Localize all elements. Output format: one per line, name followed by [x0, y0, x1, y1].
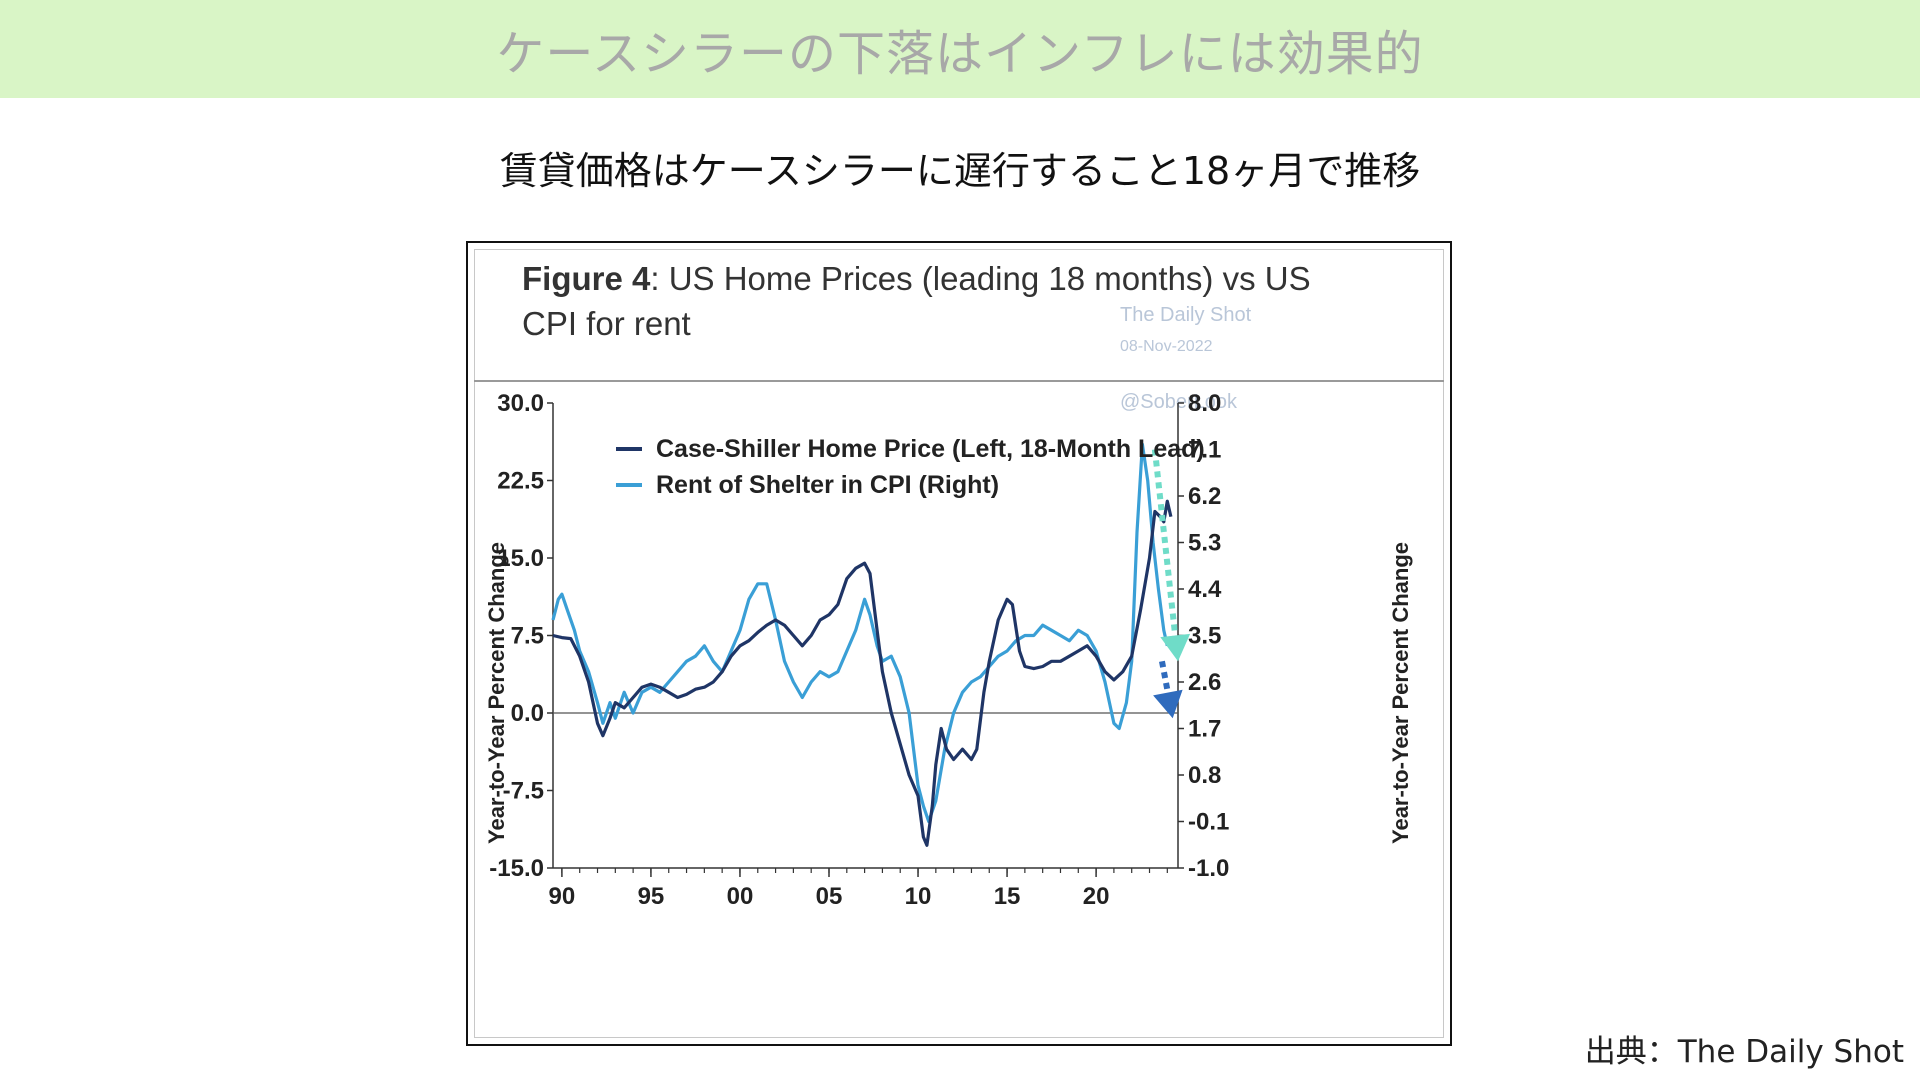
- y-tick-label-left: 30.0: [497, 390, 544, 417]
- y-tick-label-right: 4.4: [1188, 576, 1222, 603]
- x-tick-label: 00: [727, 883, 754, 910]
- chart-title-line1: Figure 4: US Home Prices (leading 18 mon…: [522, 260, 1311, 297]
- y-tick-label-right: 0.8: [1188, 762, 1221, 789]
- series-line-case-shiller: [552, 499, 1173, 847]
- legend: Case-Shiller Home Price (Left, 18-Month …: [616, 435, 1205, 499]
- y-tick-label-right: 7.1: [1188, 437, 1221, 464]
- y-tick-label-left: -7.5: [503, 778, 544, 805]
- x-tick-label: 95: [638, 883, 665, 910]
- slide-subtitle: 賃貸価格はケースシラーに遅行すること18ヶ月で推移: [499, 149, 1421, 193]
- chart-inner-border: [474, 249, 1444, 1038]
- chart-title-rest: : US Home Prices (leading 18 months) vs …: [650, 260, 1310, 297]
- y-tick-label-left: 15.0: [497, 545, 544, 572]
- plot-area: 30.0 22.5 15.0 7.5 0.0 -7.5 -15.0 8.0 7.1 6.2 5.3 4…: [489, 390, 1229, 910]
- legend-entry-case-shiller: Case-Shiller Home Price (Left, 18-Month …: [656, 435, 1205, 463]
- y-axis-label-right: Year-to-Year Percent Change: [1388, 542, 1413, 844]
- source-credit: 出典：The Daily Shot: [1584, 1034, 1904, 1070]
- y-tick-label-left: 0.0: [511, 700, 544, 727]
- y-tick-label-left: 7.5: [511, 623, 544, 650]
- trend-arrow-line-1: [1159, 660, 1171, 694]
- x-tick-label: 10: [905, 883, 932, 910]
- trend-arrow-head-2: [1160, 633, 1191, 662]
- trend-arrow-head-1: [1153, 689, 1183, 719]
- watermark-line3: @SoberLook: [1120, 391, 1238, 413]
- y-tick-label-right: 8.0: [1188, 390, 1221, 417]
- y-tick-label-left: -15.0: [489, 855, 544, 882]
- title-banner: ケースシラーの下落はインフレには効果的: [0, 0, 1920, 98]
- x-tick-label: 05: [816, 883, 843, 910]
- chart-frame: Figure 4: US Home Prices (leading 18 mon…: [466, 241, 1452, 1046]
- chart-title-line2: CPI for rent: [522, 305, 691, 342]
- y-axis-label-left: Year-to-Year Percent Change: [484, 542, 509, 844]
- y-tick-label-left: 22.5: [497, 468, 544, 495]
- y-tick-label-right: 5.3: [1188, 530, 1221, 557]
- y-tick-label-right: 2.6: [1188, 669, 1221, 696]
- y-tick-label-right: 1.7: [1188, 716, 1221, 743]
- trend-arrow-line-2: [1151, 449, 1179, 636]
- y-tick-label-right: 6.2: [1188, 483, 1221, 510]
- x-tick-label: 20: [1083, 883, 1110, 910]
- legend-entry-rent: Rent of Shelter in CPI (Right): [656, 471, 999, 499]
- y-tick-label-right: -1.0: [1188, 855, 1229, 882]
- x-tick-label: 15: [994, 883, 1021, 910]
- banner-title: ケースシラーの下落はインフレには効果的: [496, 26, 1424, 82]
- chart-title-bold: Figure 4: [522, 260, 651, 297]
- y-tick-label-right: 3.5: [1188, 623, 1221, 650]
- series-line-rent: [551, 442, 1169, 824]
- line-chart: Figure 4: US Home Prices (leading 18 mon…: [474, 260, 1444, 910]
- x-tick-label: 90: [549, 883, 576, 910]
- watermark-line2: 08-Nov-2022: [1120, 338, 1213, 355]
- watermark-line1: The Daily Shot: [1120, 304, 1252, 326]
- y-tick-label-right: -0.1: [1188, 809, 1229, 836]
